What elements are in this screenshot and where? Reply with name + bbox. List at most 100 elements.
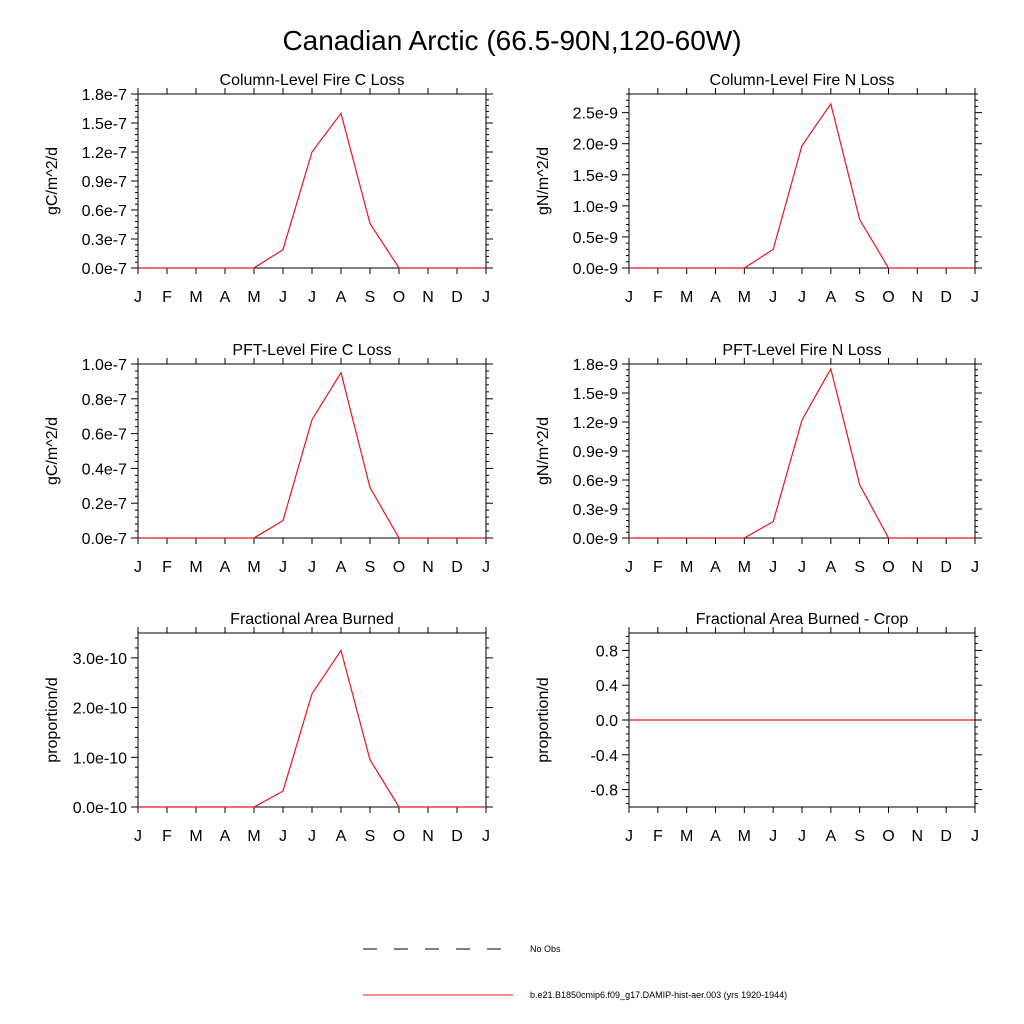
y-tick-label: 1.2e-7 (82, 145, 127, 162)
x-tick-label: S (365, 559, 376, 576)
x-tick-label: J (625, 559, 633, 576)
y-tick-label: 0.6e-9 (573, 473, 618, 490)
y-tick-label: 1.2e-9 (573, 415, 618, 432)
x-tick-label: A (710, 289, 721, 306)
x-tick-label: A (336, 289, 347, 306)
plot-frame (628, 363, 976, 539)
plot-frame (137, 632, 487, 808)
y-tick-label: 0.4e-7 (82, 461, 127, 478)
chart-panel-3: J F M A M J J A S O N D J0.0e-70.2e-70.4e-70.6e-70.8… (44, 342, 493, 576)
y-tick-label: 0.6e-7 (82, 427, 127, 444)
x-tick-label: O (393, 289, 405, 306)
series-line (138, 371, 486, 539)
x-tick-label: J (134, 828, 142, 845)
x-tick-label: J (308, 559, 316, 576)
x-tick-label: S (854, 289, 865, 306)
y-tick-label: 0.3e-7 (82, 232, 127, 249)
x-tick-label: D (451, 559, 463, 576)
x-tick-label: M (738, 289, 751, 306)
series-line (629, 367, 975, 539)
x-tick-label: D (940, 559, 952, 576)
x-tick-label: S (365, 289, 376, 306)
x-tick-label: A (220, 828, 231, 845)
series-line (138, 111, 486, 269)
x-tick-label: S (854, 828, 865, 845)
x-tick-label: S (854, 559, 865, 576)
plot-frame (137, 363, 487, 539)
x-tick-label: F (162, 289, 172, 306)
chart-title: PFT-Level Fire N Loss (722, 342, 881, 359)
x-tick-label: M (247, 289, 260, 306)
x-tick-label: J (482, 559, 490, 576)
chart-panel-2: J F M A M J J A S O N D J0.0e-90.5e-91.0e-91.5e-92.0… (535, 72, 982, 306)
x-tick-label: J (971, 289, 979, 306)
x-tick-label: O (882, 828, 894, 845)
plot-frame (137, 93, 487, 269)
x-tick-label: A (336, 559, 347, 576)
y-tick-label: 0.0e-7 (82, 261, 127, 278)
x-tick-label: O (882, 289, 894, 306)
x-tick-label: M (680, 559, 693, 576)
x-tick-label: J (308, 289, 316, 306)
x-tick-label: M (738, 828, 751, 845)
x-tick-label: S (365, 828, 376, 845)
y-tick-label: 2.0e-10 (73, 701, 127, 718)
x-tick-label: J (308, 828, 316, 845)
y-tick-label: 0.3e-9 (573, 502, 618, 519)
x-tick-label: J (971, 559, 979, 576)
y-tick-label: 0.0e-7 (82, 531, 127, 548)
plot-frame (628, 93, 976, 269)
x-tick-label: A (336, 828, 347, 845)
x-tick-label: J (279, 559, 287, 576)
y-tick-label: 2.0e-9 (573, 137, 618, 154)
x-tick-label: N (912, 828, 924, 845)
y-tick-label: 0.0 (596, 713, 618, 730)
y-axis-label: gN/m^2/d (535, 417, 552, 485)
chart-panel-5: J F M A M J J A S O N D J0.0e-101.0e-102.0e-103.0e-1… (44, 611, 493, 845)
x-tick-label: F (162, 828, 172, 845)
y-tick-label: 0.5e-9 (573, 230, 618, 247)
x-tick-label: O (882, 559, 894, 576)
x-tick-label: N (422, 559, 434, 576)
legend-obs-label: No Obs (530, 944, 561, 954)
x-tick-label: D (451, 289, 463, 306)
panels: J F M A M J J A S O N D J0.0e-70.3e-70.6e-70.9e-71.2… (44, 72, 982, 845)
x-tick-label: A (825, 828, 836, 845)
x-tick-label: D (940, 828, 952, 845)
x-tick-label: J (279, 289, 287, 306)
x-tick-label: F (653, 289, 663, 306)
chart-title: Column-Level Fire N Loss (710, 72, 895, 89)
chart-panel-6: J F M A M J J A S O N D J-0.8-0.40.00.40.8Fractional… (535, 611, 982, 845)
chart-title: Fractional Area Burned - Crop (696, 611, 909, 628)
x-tick-label: N (422, 828, 434, 845)
x-tick-label: J (798, 559, 806, 576)
chart-title: PFT-Level Fire C Loss (232, 342, 391, 359)
y-tick-label: 1.0e-9 (573, 199, 618, 216)
series-line (138, 648, 486, 808)
y-tick-label: 0.4 (596, 678, 618, 695)
x-tick-label: M (247, 828, 260, 845)
x-tick-label: F (162, 559, 172, 576)
x-tick-label: J (971, 828, 979, 845)
x-tick-label: N (422, 289, 434, 306)
x-tick-label: N (912, 559, 924, 576)
y-tick-label: 1.8e-9 (573, 357, 618, 374)
y-tick-label: 1.5e-7 (82, 116, 127, 133)
x-tick-label: J (625, 289, 633, 306)
series-line (629, 102, 975, 269)
y-axis-label: gC/m^2/d (44, 417, 61, 485)
chart-panel-1: J F M A M J J A S O N D J0.0e-70.3e-70.6e-70.9e-71.2… (44, 72, 493, 306)
y-tick-label: 0.6e-7 (82, 203, 127, 220)
x-tick-label: J (769, 289, 777, 306)
x-tick-label: J (482, 289, 490, 306)
y-tick-label: 0.0e-9 (573, 261, 618, 278)
y-tick-label: 0.9e-9 (573, 444, 618, 461)
x-tick-label: J (625, 828, 633, 845)
x-tick-label: J (482, 828, 490, 845)
x-tick-label: F (653, 559, 663, 576)
x-tick-label: J (134, 559, 142, 576)
x-tick-label: A (710, 828, 721, 845)
x-tick-label: A (710, 559, 721, 576)
y-tick-label: 1.8e-7 (82, 87, 127, 104)
